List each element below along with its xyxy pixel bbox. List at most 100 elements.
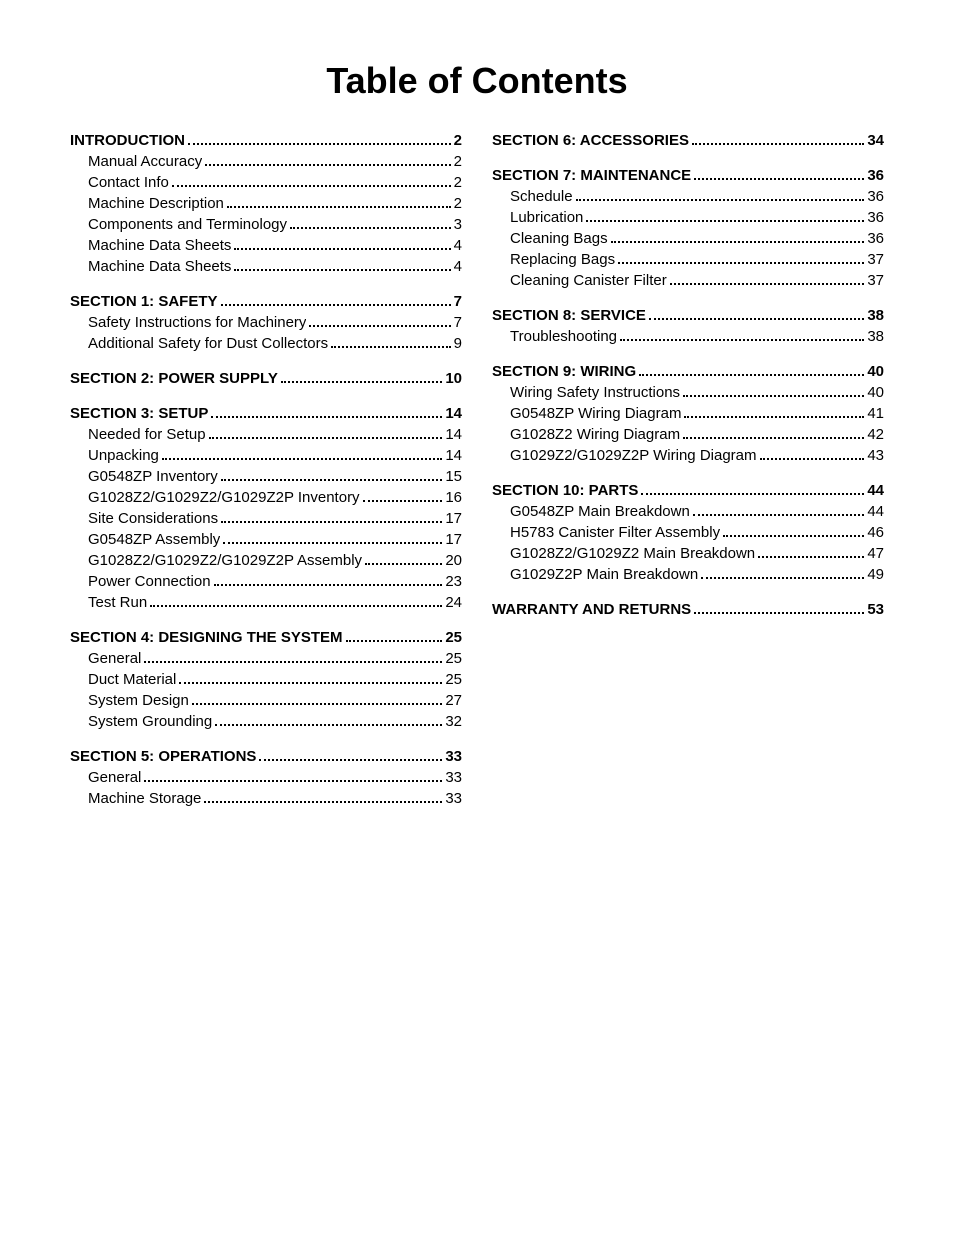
toc-section-header: SECTION 4: DESIGNING THE SYSTEM25	[70, 627, 462, 648]
toc-page-number: 14	[445, 445, 462, 466]
toc-page-number: 33	[445, 746, 462, 767]
toc-section: INTRODUCTION2Manual Accuracy2Contact Inf…	[70, 130, 462, 277]
toc-section: SECTION 3: SETUP14Needed for Setup14Unpa…	[70, 403, 462, 613]
toc-entry: Machine Storage33	[70, 788, 462, 809]
toc-section-header: WARRANTY AND RETURNS53	[492, 599, 884, 620]
toc-label: G1029Z2P Main Breakdown	[510, 564, 698, 585]
page-title: Table of Contents	[70, 60, 884, 102]
toc-leader-dots	[144, 649, 442, 663]
toc-page-number: 38	[867, 305, 884, 326]
toc-leader-dots	[227, 194, 451, 208]
toc-entry: General33	[70, 767, 462, 788]
toc-leader-dots	[209, 425, 443, 439]
toc-leader-dots	[694, 600, 864, 614]
toc-entry: System Design27	[70, 690, 462, 711]
toc-label: Contact Info	[88, 172, 169, 193]
toc-leader-dots	[211, 404, 442, 418]
toc-page-number: 2	[454, 193, 462, 214]
toc-page-number: 2	[454, 151, 462, 172]
toc-page-number: 3	[454, 214, 462, 235]
toc-section: SECTION 9: WIRING 40 Wiring Safety Instruc…	[492, 361, 884, 466]
toc-page-number: 36	[867, 207, 884, 228]
toc-entry: G0548ZP Assembly17	[70, 529, 462, 550]
toc-page-number: 14	[445, 403, 462, 424]
toc-label: SECTION 5: OPERATIONS	[70, 746, 256, 767]
toc-leader-dots	[221, 292, 451, 306]
toc-label: SECTION 4: DESIGNING THE SYSTEM	[70, 627, 343, 648]
toc-leader-dots	[234, 257, 450, 271]
toc-page-number: 10	[445, 368, 462, 389]
toc-label: SECTION 1: SAFETY	[70, 291, 218, 312]
toc-page-number: 23	[445, 571, 462, 592]
toc-section-header: SECTION 6: ACCESSORIES 34	[492, 130, 884, 151]
toc-leader-dots	[641, 481, 864, 495]
toc-label: SECTION 6: ACCESSORIES	[492, 130, 689, 151]
toc-section-header: SECTION 3: SETUP 14	[70, 403, 462, 424]
toc-leader-dots	[346, 628, 443, 642]
toc-leader-dots	[205, 152, 450, 166]
toc-page-number: 33	[445, 767, 462, 788]
toc-leader-dots	[618, 250, 864, 264]
toc-label: Machine Storage	[88, 788, 201, 809]
toc-page-number: 34	[867, 130, 884, 151]
toc-label: Wiring Safety Instructions	[510, 382, 680, 403]
toc-label: Replacing Bags	[510, 249, 615, 270]
toc-section: SECTION 8: SERVICE38Troubleshooting38	[492, 305, 884, 347]
toc-label: Power Connection	[88, 571, 211, 592]
toc-label: INTRODUCTION	[70, 130, 185, 151]
toc-section: SECTION 6: ACCESSORIES 34	[492, 130, 884, 151]
toc-section: WARRANTY AND RETURNS53	[492, 599, 884, 620]
toc-entry: G1028Z2/G1029Z2/G1029Z2P Assembly20	[70, 550, 462, 571]
toc-label: G0548ZP Main Breakdown	[510, 501, 690, 522]
toc-section: SECTION 10: PARTS44G0548ZP Main Breakdow…	[492, 480, 884, 585]
toc-label: G1028Z2 Wiring Diagram	[510, 424, 680, 445]
toc-leader-dots	[259, 747, 442, 761]
toc-page-number: 44	[867, 480, 884, 501]
toc-label: SECTION 9: WIRING	[492, 361, 636, 382]
toc-section-header: SECTION 8: SERVICE38	[492, 305, 884, 326]
toc-entry: G0548ZP Inventory15	[70, 466, 462, 487]
toc-page-number: 36	[867, 165, 884, 186]
toc-leader-dots	[179, 670, 442, 684]
toc-label: Site Considerations	[88, 508, 218, 529]
toc-entry: G1028Z2/G1029Z2 Main Breakdown47	[492, 543, 884, 564]
toc-label: Components and Terminology	[88, 214, 287, 235]
toc-entry: Site Considerations17	[70, 508, 462, 529]
toc-leader-dots	[649, 306, 864, 320]
toc-label: System Grounding	[88, 711, 212, 732]
toc-leader-dots	[215, 712, 442, 726]
toc-entry: Cleaning Bags36	[492, 228, 884, 249]
toc-entry: G0548ZP Wiring Diagram 41	[492, 403, 884, 424]
toc-label: G0548ZP Wiring Diagram	[510, 403, 681, 424]
toc-entry: G1029Z2/G1029Z2P Wiring Diagram43	[492, 445, 884, 466]
toc-page-number: 41	[867, 403, 884, 424]
toc-entry: Components and Terminology 3	[70, 214, 462, 235]
toc-entry: Troubleshooting38	[492, 326, 884, 347]
toc-section: SECTION 4: DESIGNING THE SYSTEM25General…	[70, 627, 462, 732]
toc-leader-dots	[701, 565, 864, 579]
toc-leader-dots	[365, 551, 442, 565]
toc-page-number: 32	[445, 711, 462, 732]
toc-leader-dots	[611, 229, 865, 243]
toc-label: Machine Description	[88, 193, 224, 214]
toc-entry: Machine Description 2	[70, 193, 462, 214]
toc-entry: Contact Info2	[70, 172, 462, 193]
toc-section: SECTION 7: MAINTENANCE36Schedule36Lubric…	[492, 165, 884, 291]
toc-leader-dots	[620, 327, 864, 341]
toc-leader-dots	[639, 362, 864, 376]
toc-label: Cleaning Canister Filter	[510, 270, 667, 291]
toc-leader-dots	[214, 572, 443, 586]
toc-label: G1028Z2/G1029Z2 Main Breakdown	[510, 543, 755, 564]
toc-leader-dots	[281, 369, 442, 383]
toc-label: SECTION 3: SETUP	[70, 403, 208, 424]
toc-page-number: 14	[445, 424, 462, 445]
toc-entry: Replacing Bags37	[492, 249, 884, 270]
toc-page-number: 46	[867, 522, 884, 543]
toc-page-number: 4	[454, 235, 462, 256]
toc-label: Schedule	[510, 186, 573, 207]
toc-leader-dots	[290, 215, 451, 229]
toc-page-number: 40	[867, 382, 884, 403]
toc-label: Unpacking	[88, 445, 159, 466]
toc-page-number: 25	[445, 669, 462, 690]
toc-label: H5783 Canister Filter Assembly	[510, 522, 720, 543]
